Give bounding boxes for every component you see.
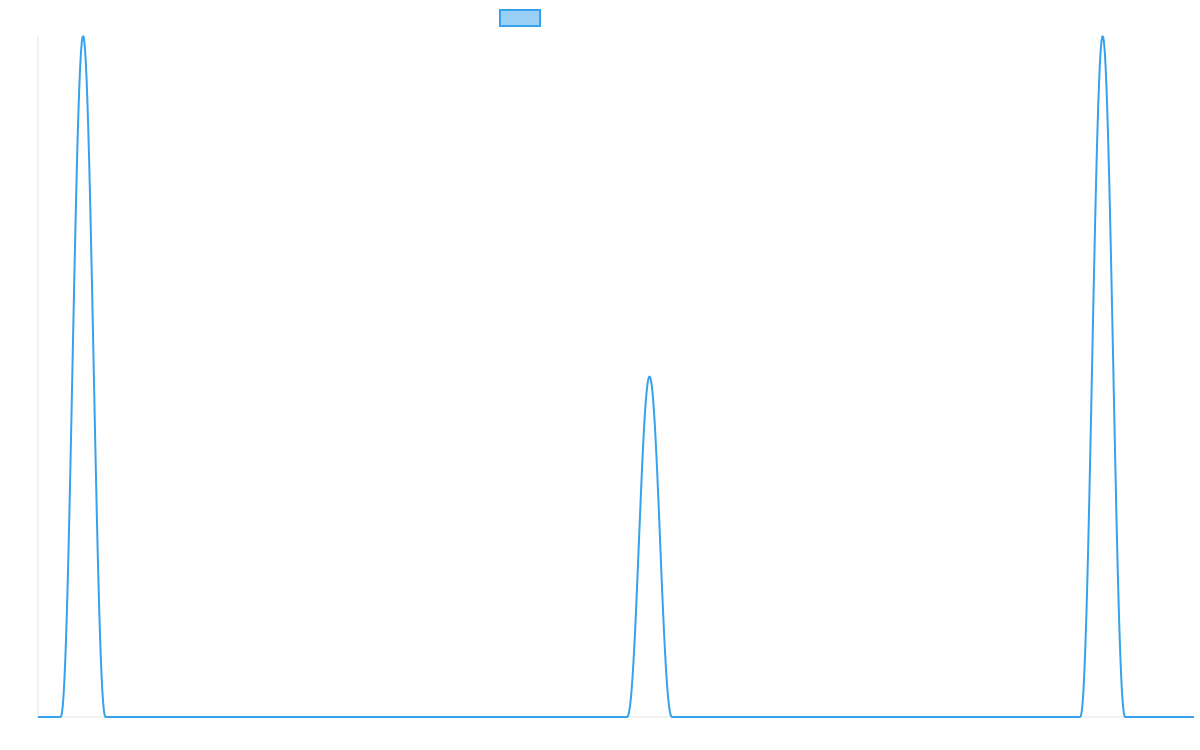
series-line (37, 35, 1195, 718)
legend[interactable] (499, 9, 541, 27)
series-layer (37, 35, 1195, 718)
axes (37, 36, 1194, 718)
legend-swatch[interactable] (499, 9, 541, 27)
